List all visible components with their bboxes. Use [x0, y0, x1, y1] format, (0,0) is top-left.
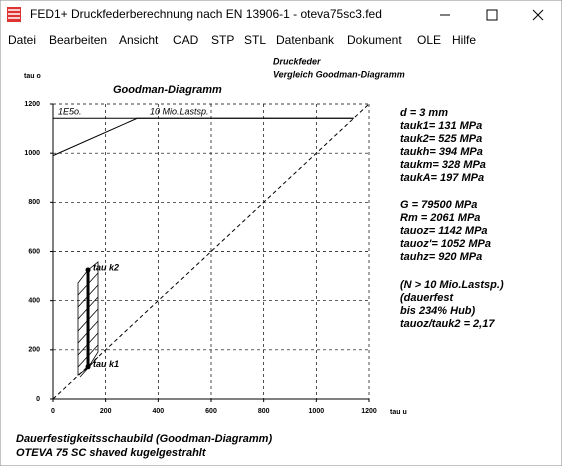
y-tick-label: 800 [28, 199, 40, 206]
x-tick-label: 0 [51, 408, 55, 415]
info-line: taukh= 394 MPa [400, 146, 483, 158]
title-bar [1, 1, 561, 30]
y-tick-label: 0 [36, 396, 40, 403]
point-label: tau k1 [93, 359, 119, 369]
series-line [52, 117, 354, 157]
menu-item[interactable]: Datenbank [276, 33, 335, 47]
menu-item[interactable]: STP [211, 33, 234, 47]
info-line: G = 79500 MPa [400, 199, 477, 211]
window-title: FED1+ Druckfederberechnung nach EN 13906… [30, 7, 382, 21]
maximize[interactable] [486, 9, 498, 21]
x-tick-label: 400 [152, 408, 164, 415]
menu-item[interactable]: STL [244, 33, 266, 47]
header: Vergleich Goodman-Diagramm [273, 69, 405, 79]
info-line: tauoz= 1142 MPa [400, 225, 488, 237]
menu-bar: Datei Bearbeiten Ansicht CAD STP STL Datenbank… [8, 33, 476, 47]
info-line: tauk2= 525 MPa [400, 133, 482, 145]
series-label: 10 Mio.Lastsp. [150, 106, 209, 116]
info-line: taukm= 328 MPa [400, 159, 486, 171]
menu-item[interactable]: Hilfe [452, 33, 476, 47]
x-tick-label: 600 [205, 408, 217, 415]
info-line: tauk1= 131 MPa [400, 120, 482, 132]
footer: Dauerfestigkeitsschaubild (Goodman-Diagr… [16, 433, 272, 445]
info-line: Rm = 2061 MPa [400, 212, 480, 224]
y-axis-label: tau o [24, 73, 41, 80]
x-tick-label: 1000 [309, 408, 325, 415]
y-tick-label: 400 [28, 298, 40, 305]
x-tick-label: 800 [258, 408, 270, 415]
y-tick-label: 200 [28, 347, 40, 354]
y-tick-label: 1000 [24, 150, 40, 157]
x-axis-label: tau u [390, 409, 407, 416]
point-label: tau k2 [93, 262, 119, 272]
info-line: tauoz/tauk2 = 2,17 [400, 318, 495, 330]
y-tick-label: 1200 [24, 101, 40, 108]
info-line: (dauerfest [400, 292, 455, 304]
x-tick-label: 1200 [361, 408, 377, 415]
window-controls[interactable] [440, 9, 544, 21]
menu-item[interactable]: CAD [173, 33, 199, 47]
info-line: bis 234% Hub) [400, 305, 476, 317]
close[interactable] [532, 9, 544, 21]
header: Druckfeder [273, 56, 321, 66]
plot: 0 200 400 600 800 1000 1200 0 200 400 600 800 1000 12… [24, 101, 376, 415]
menu-item[interactable]: Datei [8, 33, 36, 47]
x-tick-label: 200 [100, 408, 112, 415]
series-line [52, 103, 370, 400]
hatch [77, 261, 99, 378]
info-line: tauoz'= 1052 MPa [400, 238, 491, 250]
menu-item[interactable]: Bearbeiten [49, 33, 107, 47]
chart-title: Goodman-Diagramm [113, 84, 222, 96]
app-icon [7, 7, 21, 22]
info-line: d = 3 mm [400, 107, 448, 119]
menu-item[interactable]: Dokument [347, 33, 402, 47]
footer: OTEVA 75 SC shaved kugelgestrahlt [16, 447, 207, 459]
info-line: (N > 10 Mio.Lastsp.) [400, 279, 504, 291]
menu-item[interactable]: OLE [417, 33, 441, 47]
y-tick-label: 600 [28, 248, 40, 255]
series-label: 1E5o. [58, 106, 82, 116]
info-line: taukA= 197 MPa [400, 172, 484, 184]
info-line: tauhz= 920 MPa [400, 251, 482, 263]
menu-item[interactable]: Ansicht [119, 33, 159, 47]
